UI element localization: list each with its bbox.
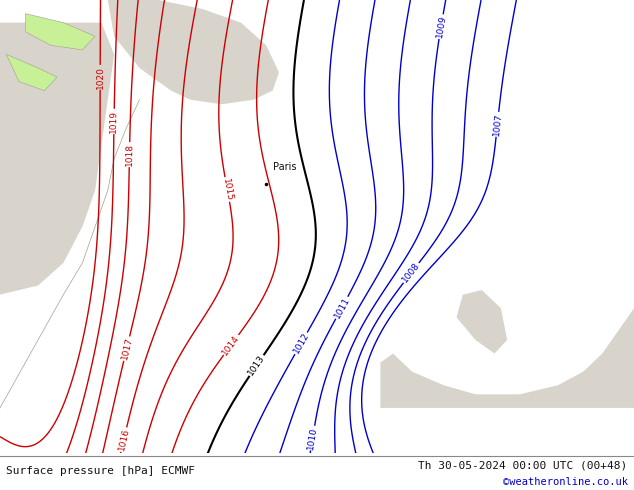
Polygon shape [108, 0, 279, 104]
Text: Th 30-05-2024 00:00 UTC (00+48): Th 30-05-2024 00:00 UTC (00+48) [418, 460, 628, 470]
Text: 1015: 1015 [221, 177, 234, 201]
Text: 1019: 1019 [109, 110, 119, 133]
Text: 1008: 1008 [401, 261, 422, 285]
Text: 1011: 1011 [332, 295, 351, 320]
Text: 1018: 1018 [125, 143, 134, 166]
FancyBboxPatch shape [0, 453, 634, 490]
Polygon shape [25, 14, 95, 50]
Text: Surface pressure [hPa] ECMWF: Surface pressure [hPa] ECMWF [6, 466, 195, 476]
Text: 1007: 1007 [492, 112, 503, 136]
Text: 1020: 1020 [96, 66, 105, 89]
Polygon shape [0, 23, 114, 294]
Text: 1017: 1017 [120, 337, 134, 361]
Text: 1014: 1014 [221, 333, 242, 357]
Text: 1013: 1013 [247, 353, 267, 378]
Polygon shape [6, 54, 57, 91]
Text: 1012: 1012 [292, 331, 311, 355]
Text: 1009: 1009 [435, 15, 448, 39]
Text: Paris: Paris [273, 162, 296, 172]
Polygon shape [456, 290, 507, 354]
Text: 1016: 1016 [117, 427, 131, 452]
Text: ©weatheronline.co.uk: ©weatheronline.co.uk [503, 477, 628, 487]
Polygon shape [380, 308, 634, 408]
Text: 1010: 1010 [306, 426, 319, 450]
